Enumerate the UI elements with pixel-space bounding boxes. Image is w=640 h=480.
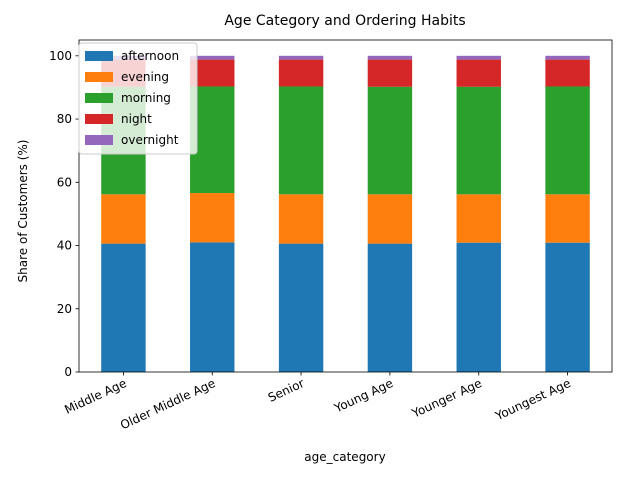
chart-title: Age Category and Ordering Habits [224, 13, 465, 29]
bar-segment-night-5 [545, 59, 590, 87]
bar-segment-morning-4 [456, 86, 501, 195]
x-tick-label-2: Senior [266, 376, 307, 405]
bar-segment-morning-2 [278, 86, 324, 195]
y-tick-label-0: 0 [64, 365, 72, 379]
bar-segment-afternoon-0 [101, 243, 146, 372]
x-tick-label-4: Younger Age [409, 376, 484, 421]
bar-segment-evening-3 [367, 194, 413, 244]
bar-segment-afternoon-1 [190, 242, 235, 372]
legend-swatch-morning [85, 93, 113, 103]
x-tick-label-1: Older Middle Age [118, 376, 217, 432]
bar-segment-evening-4 [456, 194, 501, 243]
x-tick-label-0: Middle Age [62, 376, 128, 417]
y-tick-label-2: 40 [57, 239, 72, 253]
bar-segment-evening-5 [545, 194, 590, 243]
bar-segment-night-4 [456, 59, 501, 87]
legend-label-afternoon: afternoon [121, 49, 179, 63]
y-tick-label-4: 80 [57, 112, 72, 126]
bar-segment-overnight-1 [190, 55, 235, 60]
legend-swatch-evening [85, 72, 113, 82]
legend-swatch-afternoon [85, 51, 113, 61]
legend-label-overnight: overnight [121, 133, 179, 147]
y-axis-label: Share of Customers (%) [16, 140, 30, 283]
bar-segment-morning-3 [367, 86, 413, 195]
bar-segment-overnight-5 [545, 55, 590, 60]
bar-segment-afternoon-2 [278, 243, 324, 372]
bar-segment-evening-1 [190, 193, 235, 243]
y-tick-label-5: 100 [49, 49, 72, 63]
bar-segment-night-3 [367, 59, 413, 87]
x-tick-label-5: Youngest Age [492, 376, 572, 423]
x-tick-label-3: Young Age [331, 376, 395, 416]
legend-swatch-night [85, 114, 113, 124]
bar-segment-afternoon-5 [545, 242, 590, 372]
bar-segment-afternoon-4 [456, 242, 501, 372]
legend-swatch-overnight [85, 135, 113, 145]
bar-segment-overnight-2 [278, 55, 324, 60]
legend-label-morning: morning [121, 91, 171, 105]
bar-segment-night-2 [278, 59, 324, 87]
legend: afternoon evening morning night overnight [78, 42, 198, 155]
bar-segment-overnight-4 [456, 55, 501, 60]
y-tick-label-1: 20 [57, 302, 72, 316]
bar-segment-evening-2 [278, 194, 324, 244]
bars-group [101, 55, 590, 372]
bar-segment-evening-0 [101, 194, 146, 244]
x-axis-label: age_category [304, 450, 385, 464]
legend-label-evening: evening [121, 70, 169, 84]
bar-segment-overnight-3 [367, 55, 413, 60]
bar-segment-afternoon-3 [367, 243, 413, 372]
plot-frame [78, 39, 613, 373]
legend-label-night: night [121, 112, 152, 126]
bar-segment-morning-5 [545, 86, 590, 195]
legend-frame [78, 42, 198, 155]
y-tick-label-3: 60 [57, 175, 72, 189]
